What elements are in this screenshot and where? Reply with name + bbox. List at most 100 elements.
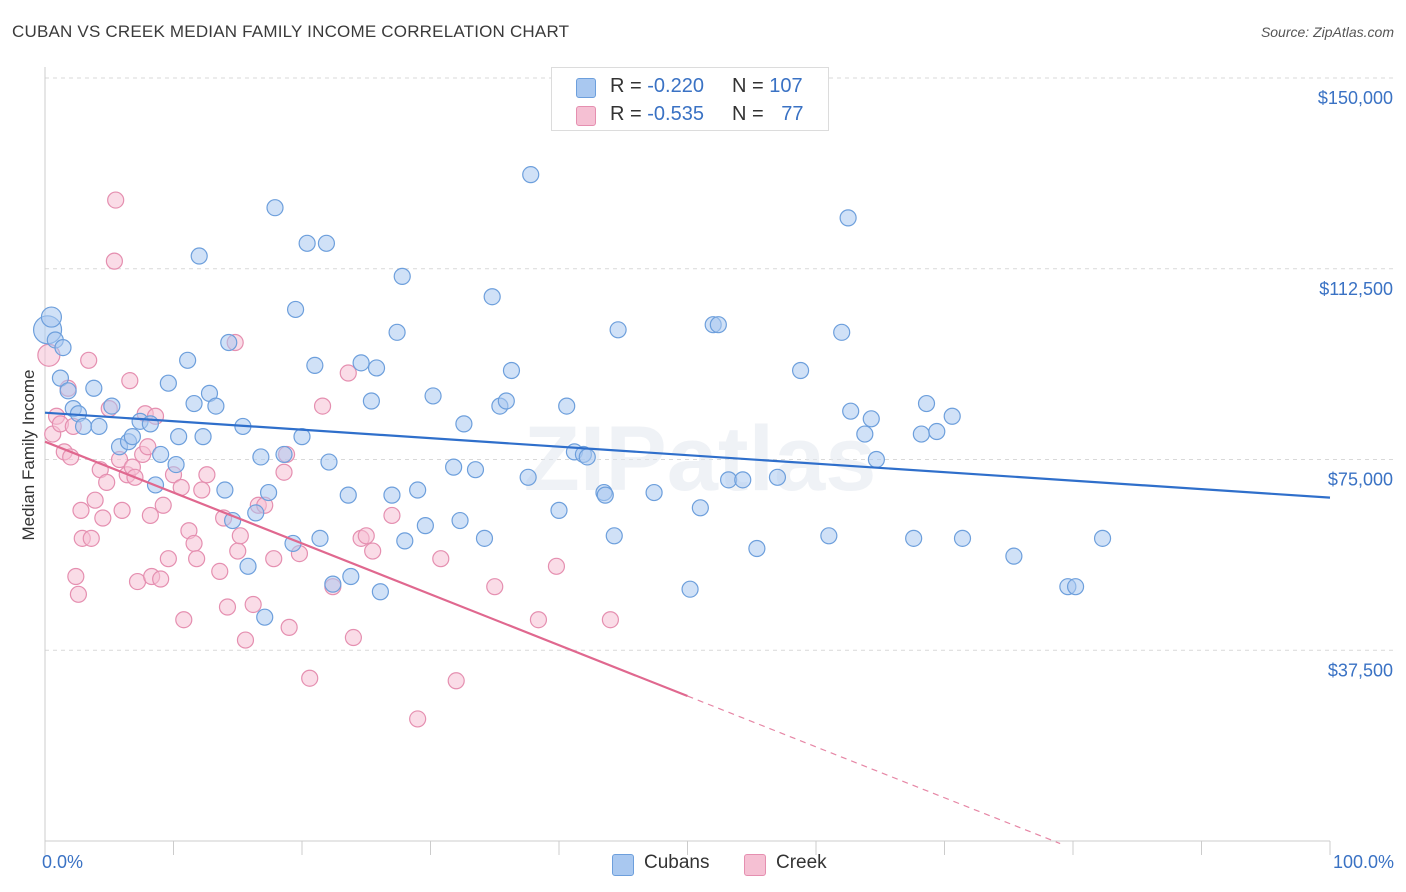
n-value: 77 (781, 103, 804, 125)
cubans-point (388, 323, 406, 341)
creek-point (152, 570, 170, 588)
legend-label: Creek (776, 852, 827, 873)
creek-trend-extension (687, 695, 1061, 845)
cubans-point (558, 397, 576, 415)
cubans-point (1093, 529, 1112, 547)
cubans-point (791, 361, 810, 380)
cubans-point (170, 428, 188, 446)
y-tick-label: $75,000 (1328, 470, 1393, 490)
creek-point (447, 672, 465, 690)
creek-point (432, 550, 450, 568)
cubans-point (917, 394, 936, 413)
cubans-point (609, 321, 627, 339)
cubans-point (522, 166, 540, 184)
cubans-point (239, 557, 257, 575)
creek-series (37, 191, 620, 728)
cubans-point (371, 583, 389, 601)
cubans-point (194, 428, 212, 446)
cubans-point (259, 483, 278, 502)
creek-point (218, 598, 237, 616)
cubans-point (709, 316, 727, 334)
cubans-point (768, 468, 787, 486)
cubans-point (85, 379, 103, 397)
creek-point (141, 506, 159, 525)
cubans-point (497, 392, 515, 410)
cubans-point (842, 402, 860, 420)
creek-point (339, 364, 357, 382)
creek-point (82, 529, 100, 547)
creek-point (69, 585, 88, 603)
creek-point (188, 550, 206, 568)
creek-point (236, 631, 255, 649)
creek-point (601, 611, 620, 629)
cubans-trend-line (44, 411, 1331, 499)
cubans-point (306, 356, 324, 374)
r-label: R = (610, 103, 648, 125)
cubans-point (185, 394, 203, 413)
cubans-point (352, 354, 370, 372)
creek-point (121, 372, 139, 390)
creek-point (357, 527, 375, 545)
cubans-point (247, 504, 265, 522)
cubans-point (1066, 578, 1085, 596)
n-value: 107 (769, 75, 803, 97)
cubans-swatch (612, 854, 634, 876)
cubans-point (424, 387, 442, 405)
creek-point (175, 611, 193, 629)
cubans-point (393, 267, 411, 285)
cubans-point (867, 450, 885, 469)
creek-point (159, 550, 177, 568)
cubans-point (953, 529, 972, 547)
creek-swatch (744, 854, 766, 876)
cubans-point (928, 422, 946, 441)
cubans-point (362, 392, 380, 410)
cubans-point (820, 527, 838, 545)
cubans-point (320, 453, 338, 471)
cubans-point (324, 575, 342, 593)
creek-point (105, 252, 123, 270)
cubans-point (862, 410, 880, 428)
cubans-point (502, 361, 521, 380)
cubans-point (466, 461, 485, 479)
cubans-point (167, 455, 185, 474)
cubans-point (833, 323, 851, 341)
cubans-point (445, 458, 463, 476)
creek-trend-line (44, 440, 688, 698)
cubans-point (383, 486, 401, 504)
trend-lines (44, 411, 1331, 845)
cubans-point (596, 486, 614, 504)
cubans-point (578, 448, 596, 466)
cubans-point (734, 471, 752, 489)
creek-point (280, 618, 298, 636)
cubans-point (256, 608, 274, 626)
creek-point (185, 534, 203, 553)
series-legend: Cubans Creek (0, 852, 1406, 876)
x-tick-min: 0.0% (42, 852, 84, 872)
chart-title: CUBAN VS CREEK MEDIAN FAMILY INCOME CORR… (12, 22, 570, 41)
cubans-point (59, 382, 77, 400)
cubans-point (311, 529, 329, 547)
y-tick-label: $112,500 (1319, 279, 1393, 299)
cubans-point (856, 425, 874, 443)
cubans-point (1005, 547, 1023, 565)
cubans-point (152, 445, 170, 464)
cubans-point (748, 539, 766, 558)
x-tick-max: 100.0% (1332, 852, 1394, 872)
legend-row-cubans: R = -0.220 N = 107 (552, 73, 828, 101)
creek-point (154, 496, 172, 514)
creek-swatch (576, 106, 596, 126)
n-label: N = (732, 103, 770, 125)
cubans-point (220, 333, 238, 352)
cubans-point (90, 417, 108, 436)
cubans-point (275, 445, 293, 464)
cubans-point (266, 199, 284, 217)
cubans-point (645, 483, 663, 502)
creek-point (313, 397, 332, 415)
r-label: R = (610, 75, 648, 97)
creek-point (211, 562, 229, 581)
correlation-legend: R = -0.220 N = 107 R = -0.535 N = 77 (551, 67, 829, 131)
creek-point (529, 611, 548, 629)
r-value: -0.535 (647, 103, 704, 125)
creek-point (244, 595, 262, 614)
